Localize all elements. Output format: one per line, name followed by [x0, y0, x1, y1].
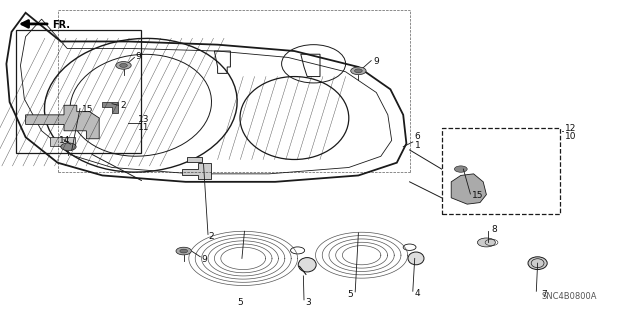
- Circle shape: [180, 249, 188, 253]
- Polygon shape: [182, 163, 211, 179]
- Circle shape: [120, 63, 127, 67]
- Circle shape: [176, 247, 191, 255]
- FancyBboxPatch shape: [187, 157, 202, 162]
- Text: 1: 1: [415, 141, 420, 150]
- Text: 14: 14: [59, 137, 70, 145]
- Circle shape: [355, 69, 362, 73]
- Ellipse shape: [408, 252, 424, 265]
- Circle shape: [116, 62, 131, 69]
- Text: FR.: FR.: [52, 20, 70, 30]
- Text: 15: 15: [82, 105, 93, 114]
- Text: 2: 2: [209, 232, 214, 241]
- Text: 5: 5: [347, 290, 353, 299]
- Text: 6: 6: [415, 132, 420, 141]
- Polygon shape: [451, 174, 486, 204]
- Text: 11: 11: [138, 123, 149, 132]
- FancyBboxPatch shape: [50, 137, 75, 146]
- Circle shape: [477, 238, 495, 247]
- Text: 5: 5: [237, 298, 243, 307]
- Polygon shape: [26, 105, 99, 139]
- Text: 15: 15: [472, 191, 484, 200]
- Text: 4: 4: [415, 289, 420, 298]
- Text: 2: 2: [120, 101, 126, 110]
- Ellipse shape: [298, 258, 316, 272]
- Text: 9: 9: [373, 57, 379, 66]
- Text: 3: 3: [305, 298, 311, 307]
- Text: 9: 9: [136, 52, 141, 61]
- Text: 8: 8: [492, 225, 497, 234]
- Ellipse shape: [528, 257, 547, 270]
- Text: 10: 10: [565, 132, 577, 141]
- Polygon shape: [102, 102, 118, 113]
- Text: 12: 12: [565, 124, 577, 133]
- Text: 9: 9: [201, 255, 207, 263]
- Text: 7: 7: [541, 290, 547, 299]
- Circle shape: [351, 67, 366, 75]
- Text: 13: 13: [138, 115, 149, 124]
- Text: SNC4B0800A: SNC4B0800A: [542, 292, 597, 300]
- Circle shape: [454, 166, 467, 172]
- Circle shape: [61, 143, 76, 151]
